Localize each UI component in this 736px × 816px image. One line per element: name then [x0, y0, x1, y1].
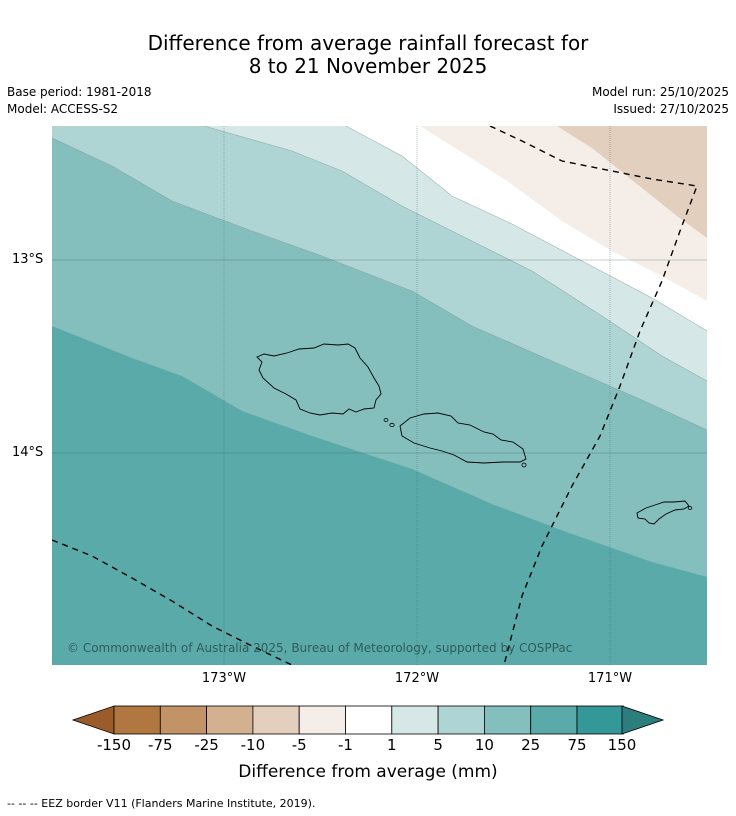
colorbar-label: -75 — [148, 736, 173, 754]
manono-islet — [383, 418, 389, 422]
samoa-upolu-island — [399, 412, 527, 464]
eez-border — [52, 126, 698, 665]
colorbar-max-triangle — [621, 705, 665, 735]
colorbar-swatch — [345, 705, 393, 735]
meta-right: Model run: 25/10/2025 Issued: 27/10/2025 — [592, 84, 729, 118]
base-period: Base period: 1981-2018 — [7, 85, 152, 99]
colorbar-swatch — [530, 705, 578, 735]
colorbar-swatch — [206, 705, 254, 735]
contour-lines — [52, 126, 707, 431]
colorbar-label: -150 — [96, 736, 132, 754]
colorbar-min-triangle — [71, 705, 115, 735]
rainfall-map — [52, 126, 707, 665]
colorbar-swatch — [391, 705, 439, 735]
colorbar-swatch — [298, 705, 346, 735]
colorbar-label: -1 — [338, 736, 353, 754]
colorbar-swatch — [252, 705, 300, 735]
american-samoa-tutuila-island — [636, 500, 690, 525]
colorbar-label: 75 — [567, 736, 587, 754]
lon-tick-171w: 171°W — [587, 671, 633, 686]
colorbar-swatch — [483, 705, 532, 735]
lon-tick-173w: 173°W — [201, 671, 247, 686]
issued-date: Issued: 27/10/2025 — [613, 102, 729, 116]
colorbar-label: -10 — [240, 736, 266, 754]
map-title-line2: 8 to 21 November 2025 — [248, 54, 488, 78]
colorbar-label: 150 — [607, 736, 637, 754]
colorbar-swatch — [159, 705, 208, 735]
eez-legend-footer: -- -- -- EEZ border V11 (Flanders Marine… — [7, 797, 316, 810]
aunuu-islet — [687, 506, 693, 510]
colorbar-label: 5 — [433, 736, 443, 754]
meta-left: Base period: 1981-2018 Model: ACCESS-S2 — [7, 84, 152, 118]
lon-tick-172w: 172°W — [394, 671, 440, 686]
model-run: Model run: 25/10/2025 — [591, 85, 729, 99]
colorbar-swatch — [113, 705, 161, 735]
colorbar-label: 1 — [387, 736, 397, 754]
colorbar-label: -25 — [194, 736, 219, 754]
colorbar-title: Difference from average (mm) — [238, 762, 498, 782]
lat-tick-14s: 14°S — [12, 445, 44, 460]
copyright-notice: © Commonwealth of Australia 2025, Bureau… — [67, 641, 573, 655]
graticule — [52, 126, 707, 665]
band-neg5-neg10 — [557, 126, 707, 238]
colorbar-label: 25 — [521, 736, 541, 754]
model-name: Model: ACCESS-S2 — [7, 102, 119, 116]
colorbar-label: -5 — [291, 736, 307, 754]
samoa-savaii-island — [256, 343, 382, 416]
colorbar-swatch — [576, 705, 624, 735]
map-title-line1: Difference from average rainfall forecas… — [147, 31, 589, 55]
lat-tick-13s: 13°S — [12, 252, 44, 267]
colorbar — [71, 705, 665, 735]
apolima-islet — [389, 422, 395, 428]
islet-east — [521, 462, 527, 468]
colorbar-label: 10 — [474, 736, 494, 754]
colorbar-swatch — [437, 705, 485, 735]
